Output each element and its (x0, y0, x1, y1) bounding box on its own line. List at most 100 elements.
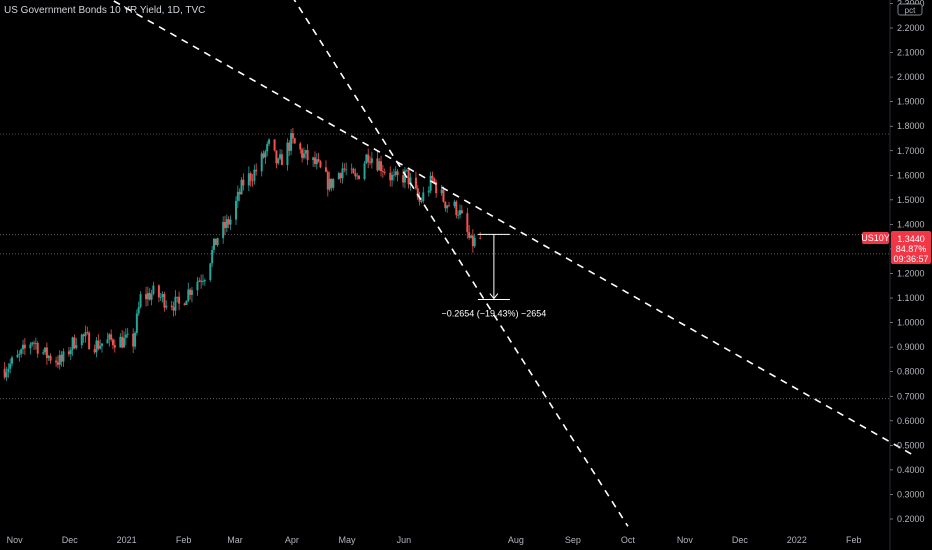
candle-body (34, 343, 37, 344)
measure-tool[interactable]: −0.2654 (−19.43%) −2654 (441, 233, 546, 319)
candle (235, 196, 238, 225)
candle (253, 164, 256, 185)
candle (67, 347, 70, 357)
candle-body (442, 189, 445, 202)
candle (262, 150, 265, 159)
candle-body (396, 171, 399, 176)
candle-body (328, 178, 331, 190)
candle-body (3, 368, 6, 378)
bar-countdown: 09:36:57 (893, 254, 928, 264)
candle-body (124, 334, 127, 338)
price-tick-label: 1.2000 (897, 269, 925, 279)
candle (291, 127, 294, 144)
last-price-change: 84.87% (896, 244, 927, 254)
candle (394, 166, 397, 177)
candle-body (235, 200, 238, 220)
candle (405, 169, 408, 173)
candle-body (196, 281, 199, 291)
candle-body (11, 357, 14, 364)
price-tick-label: 1.6000 (897, 170, 925, 180)
candle (389, 166, 392, 187)
candle (172, 301, 175, 317)
candle-body (286, 142, 289, 166)
price-tick-label: 2.2000 (897, 23, 925, 33)
candle (211, 245, 214, 267)
candle-body (84, 332, 87, 337)
candle-body (238, 191, 241, 195)
candle-body (55, 360, 58, 363)
candle (350, 163, 353, 174)
candle (49, 353, 52, 364)
scale-mode-button[interactable]: pct (897, 3, 923, 16)
candle-body (137, 307, 140, 314)
candle-body (422, 192, 425, 202)
candle (446, 204, 449, 213)
candle (110, 329, 113, 342)
candle (9, 358, 12, 374)
chart-title: US Government Bonds 10 YR Yield, 1D, TVC (4, 5, 205, 16)
candle (111, 338, 114, 350)
candle (196, 276, 199, 296)
price-axis[interactable]: 2.30002.20002.10002.00001.90001.80001.70… (890, 0, 925, 524)
trendline[interactable] (292, 0, 629, 527)
candle-body (31, 342, 34, 345)
candle (273, 139, 276, 152)
candle-body (420, 201, 423, 202)
candle-body (5, 372, 8, 378)
candle-body (370, 158, 373, 163)
candle (352, 167, 355, 174)
candle-body (383, 171, 386, 173)
candle-body (392, 174, 395, 176)
trendline[interactable] (113, 0, 913, 456)
candle-body (47, 355, 50, 359)
candle (44, 347, 47, 355)
candle-body (183, 303, 186, 305)
time-tick-label: Jun (397, 535, 412, 545)
candle (288, 140, 291, 157)
candle (29, 341, 32, 355)
price-tick-label: 0.7000 (897, 391, 925, 401)
candle-body (324, 167, 327, 172)
candle-body (247, 173, 250, 186)
candle-body (479, 237, 482, 239)
candle-body (22, 344, 25, 350)
candle (148, 288, 151, 301)
candle (332, 178, 335, 191)
candle-body (126, 333, 129, 335)
candle-body (227, 219, 230, 225)
candle-body (264, 151, 267, 158)
candle (376, 151, 379, 172)
candle-body (312, 157, 315, 161)
candle-body (236, 191, 239, 201)
trendlines[interactable] (113, 0, 913, 527)
candle-body (358, 175, 361, 179)
candle-body (71, 337, 74, 350)
candle (427, 186, 430, 197)
candle (328, 171, 331, 192)
candle (176, 296, 179, 303)
time-tick-label: Aug (508, 535, 524, 545)
candle (416, 184, 419, 201)
candle (174, 290, 177, 316)
candle-body (73, 337, 76, 349)
candle-body (291, 133, 294, 139)
candle-body (86, 332, 89, 333)
time-tick-label: Mar (227, 535, 243, 545)
price-tick-label: 0.4000 (897, 465, 925, 475)
candle-body (123, 337, 126, 348)
candle (99, 339, 102, 350)
candle (203, 278, 206, 286)
candle-body (23, 344, 26, 349)
price-tick-label: 0.8000 (897, 367, 925, 377)
candle-body (189, 289, 192, 295)
candle (135, 309, 138, 336)
candle (80, 333, 83, 349)
candle (391, 171, 394, 187)
price-tick-label: 2.0000 (897, 72, 925, 82)
time-tick-label: Dec (62, 535, 79, 545)
candle (290, 129, 293, 156)
candle (198, 277, 201, 283)
time-axis[interactable]: Nov Dec 2021 Feb Mar Apr May Jun Aug Sep Oct Nov Dec… (7, 535, 862, 545)
